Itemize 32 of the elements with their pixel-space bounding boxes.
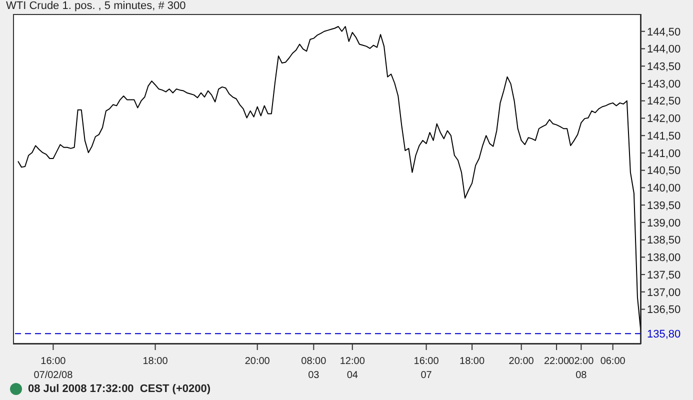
y-tick-label: 141,00 [647, 148, 681, 160]
y-tick-label: 137,50 [647, 269, 681, 282]
y-tick-label: 140,50 [647, 165, 681, 178]
y-tick-label: 138,00 [647, 252, 681, 264]
y-tick-label: 136,50 [647, 304, 681, 316]
y-tick-label: 143,50 [647, 61, 681, 74]
y-tick-label: 142,50 [647, 96, 681, 108]
y-tick-label: 143,00 [647, 78, 681, 90]
x-tick-label: 16:00 07/02/08 [34, 356, 74, 381]
x-tick-label: 06:00 [600, 356, 626, 367]
y-tick-label: 139,00 [647, 217, 681, 230]
x-tick-label: 20:00 [244, 356, 270, 367]
x-tick-label: 12:00 04 [340, 356, 366, 381]
x-tick-label: 16:00 07 [414, 356, 440, 381]
x-tick-label: 22:00 [544, 356, 570, 367]
y-tick-label: 140,00 [647, 182, 681, 195]
text: 08 Jul 2008 17:32:00 CEST (+0200) [28, 383, 211, 395]
line-series [18, 26, 642, 334]
x-tick-label: 02:00 08 [568, 356, 594, 381]
x-tick-label: 20:00 [508, 356, 534, 367]
y-tick-label: 142,00 [647, 113, 681, 126]
x-tick-label: 18:00 [142, 356, 168, 367]
chart-title: WTI Crude 1. pos. , 5 minutes, # 300 [6, 0, 186, 12]
y-tick-label: 139,50 [647, 200, 681, 212]
x-tick-label: 08:00 03 [301, 356, 327, 381]
y-tick-label: 144,00 [647, 44, 681, 56]
y-tick-label: 144,50 [647, 26, 681, 38]
ref-line-label: 135,80 [647, 328, 681, 340]
y-tick-label: 141,50 [647, 130, 681, 142]
x-tick-label: 18:00 [460, 356, 485, 367]
y-tick-label: 137,00 [647, 286, 681, 299]
y-tick-label: 138,50 [647, 234, 681, 247]
